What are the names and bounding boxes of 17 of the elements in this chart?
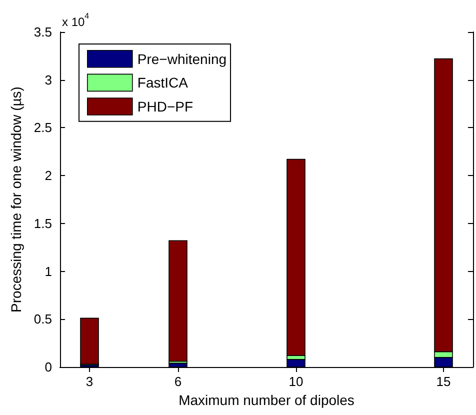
y-tick-label: 3.5: [34, 24, 52, 40]
y-axis-title: Processing time for one window (µs): [8, 86, 24, 312]
y-tick-label: 1.5: [34, 216, 52, 231]
x-tick-label: 6: [174, 374, 182, 389]
x-tick-label: 15: [436, 374, 451, 389]
x-tick-label: 10: [288, 374, 304, 389]
legend-label: Pre−whitening: [137, 50, 227, 67]
y-tick-label: 2: [44, 168, 52, 184]
legend-label: FastICA: [137, 74, 189, 91]
y-tick-label: 0.5: [34, 312, 52, 327]
x-tick-label: 3: [86, 374, 94, 389]
x-axis-title: Maximum number of dipoles: [178, 392, 354, 408]
y-tick-label: 3: [44, 72, 52, 88]
y-tick-label: 0: [44, 360, 52, 374]
y-tick-label: 1: [44, 264, 52, 279]
y-tick-label: 2.5: [34, 120, 52, 136]
legend-label: PHD−PF: [137, 98, 194, 114]
